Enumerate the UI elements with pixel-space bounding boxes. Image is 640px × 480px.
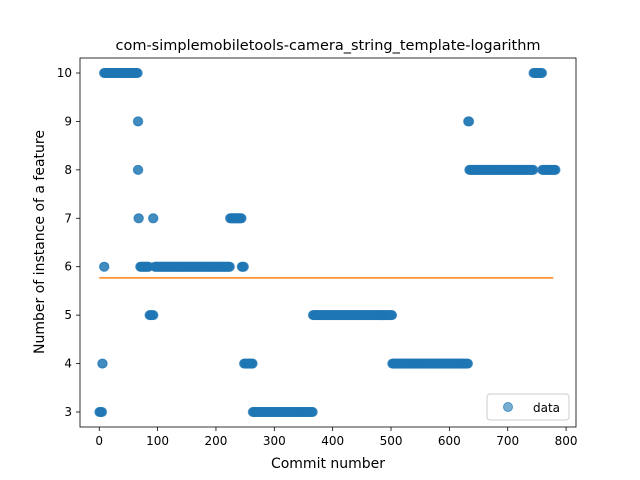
data-point bbox=[224, 261, 235, 272]
x-tick-label: 700 bbox=[496, 434, 519, 448]
data-point bbox=[463, 358, 474, 369]
plot-area: 0 100 200 300 400 500 600 700 800 3 4 5 6 7 8 9 10 bbox=[57, 57, 578, 448]
data-point bbox=[307, 406, 318, 417]
x-tick-label: 300 bbox=[263, 434, 286, 448]
y-tick-label: 7 bbox=[64, 211, 72, 225]
y-tick-label: 6 bbox=[64, 260, 72, 274]
x-tick-label: 800 bbox=[555, 434, 578, 448]
y-tick-label: 5 bbox=[64, 308, 72, 322]
data-point bbox=[537, 68, 548, 79]
legend-marker-data bbox=[503, 402, 513, 412]
data-point bbox=[464, 116, 475, 127]
data-point bbox=[148, 213, 159, 224]
chart-title: com-simplemobiletools-camera_string_temp… bbox=[115, 38, 540, 54]
data-point bbox=[238, 261, 249, 272]
plot-frame bbox=[79, 57, 577, 428]
legend: data bbox=[486, 393, 570, 421]
y-tick-label: 3 bbox=[64, 405, 72, 419]
legend-label-data: data bbox=[533, 401, 560, 415]
data-point bbox=[133, 116, 144, 127]
data-point bbox=[550, 164, 561, 175]
data-point bbox=[236, 213, 247, 224]
data-point bbox=[97, 358, 108, 369]
y-tick-label: 4 bbox=[64, 357, 72, 371]
data-point bbox=[133, 164, 144, 175]
data-point bbox=[387, 310, 398, 321]
data-point bbox=[133, 213, 144, 224]
x-tick-label: 0 bbox=[95, 434, 103, 448]
data-point bbox=[99, 261, 110, 272]
x-tick-label: 100 bbox=[146, 434, 169, 448]
data-point bbox=[247, 358, 258, 369]
x-tick-label: 500 bbox=[380, 434, 403, 448]
x-tick-label: 400 bbox=[321, 434, 344, 448]
data-point bbox=[97, 406, 108, 417]
data-point bbox=[132, 68, 143, 79]
x-axis-label: Commit number bbox=[271, 456, 385, 472]
data-point bbox=[148, 310, 159, 321]
y-axis-label: Number of instance of a feature bbox=[32, 130, 48, 354]
legend-box bbox=[486, 393, 570, 421]
x-tick-label: 600 bbox=[438, 434, 461, 448]
y-tick-label: 9 bbox=[64, 114, 72, 128]
x-tick-label: 200 bbox=[205, 434, 228, 448]
y-tick-label: 10 bbox=[57, 66, 72, 80]
data-point bbox=[528, 164, 539, 175]
y-tick-label: 8 bbox=[64, 163, 72, 177]
